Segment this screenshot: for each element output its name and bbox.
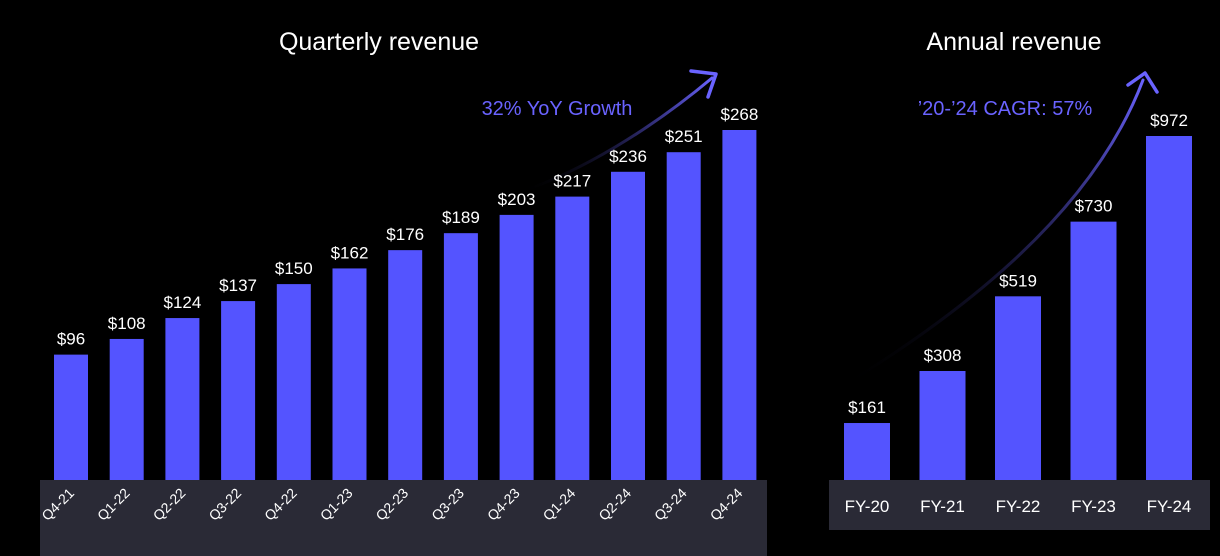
annual-value-label: $972	[1150, 111, 1188, 130]
quarterly-bar-Q1-22	[109, 338, 144, 480]
quarterly-value-label: $150	[275, 259, 313, 278]
quarterly-bar-Q1-23	[332, 268, 367, 480]
quarterly-value-label: $176	[386, 225, 424, 244]
annual-value-label: $161	[848, 398, 886, 417]
quarterly-value-label: $124	[163, 293, 201, 312]
annual-tick-label: FY-20	[845, 497, 890, 516]
quarterly-value-label: $203	[498, 190, 536, 209]
quarterly-value-label: $268	[720, 105, 758, 124]
annual-value-label: $519	[999, 271, 1037, 290]
quarterly-bar-Q4-21	[54, 354, 88, 480]
quarterly-growth-annotation: 32% YoY Growth	[482, 98, 633, 120]
quarterly-value-label: $96	[57, 330, 85, 349]
quarterly-value-labels: $96 $108 $124 $137 $150 $162 $176 $189 $203 $217 $…	[57, 105, 759, 349]
quarterly-value-label: $162	[331, 243, 369, 262]
annual-axis-band	[829, 480, 1210, 530]
quarterly-value-label: $137	[219, 276, 257, 295]
annual-tick-label: FY-23	[1071, 497, 1116, 516]
quarterly-growth-arrowhead	[689, 69, 718, 99]
annual-bar-FY-22	[995, 296, 1041, 480]
quarterly-bar-Q2-24	[611, 171, 645, 480]
annual-growth-arrow	[838, 78, 1145, 390]
annual-tick-label: FY-22	[996, 497, 1041, 516]
quarterly-value-label: $251	[665, 127, 703, 146]
quarterly-bar-Q4-23	[499, 214, 534, 480]
annual-bar-FY-24	[1146, 136, 1192, 480]
quarterly-bar-Q4-24	[722, 130, 757, 480]
quarterly-bar-Q1-24	[555, 196, 590, 480]
annual-bar-FY-23	[1070, 221, 1117, 480]
quarterly-bars	[54, 130, 757, 481]
quarterly-bar-Q2-22	[165, 318, 200, 480]
annual-value-label: $730	[1075, 197, 1113, 216]
quarterly-growth-arrow	[518, 76, 714, 194]
quarterly-bar-Q3-24	[666, 152, 701, 481]
annual-growth-arrowhead	[1126, 71, 1159, 94]
annual-bars	[844, 136, 1192, 480]
annual-value-label: $308	[924, 346, 962, 365]
quarterly-value-label: $236	[609, 147, 647, 166]
annual-bar-FY-21	[919, 370, 966, 480]
annual-chart-title: Annual revenue	[926, 28, 1101, 56]
annual-tick-label: FY-21	[920, 497, 965, 516]
annual-cagr-annotation: ’20-’24 CAGR: 57%	[918, 98, 1093, 120]
quarterly-chart-title: Quarterly revenue	[279, 28, 479, 56]
quarterly-revenue-chart: Quarterly revenue 32% YoY Growth $96 $108…	[38, 28, 767, 556]
quarterly-bar-Q4-22	[276, 284, 311, 480]
quarterly-bar-Q3-23	[443, 233, 478, 480]
quarterly-value-label: $108	[108, 314, 146, 333]
annual-revenue-chart: Annual revenue ’20-’24 CAGR: 57% $161 $30…	[829, 28, 1210, 530]
quarterly-bar-Q3-22	[221, 301, 256, 480]
annual-bar-FY-20	[844, 423, 890, 480]
quarterly-value-label: $217	[553, 172, 591, 191]
annual-tick-labels: FY-20 FY-21 FY-22 FY-23 FY-24	[845, 497, 1192, 516]
annual-tick-label: FY-24	[1147, 497, 1192, 516]
quarterly-axis-band	[40, 480, 767, 556]
annual-value-labels: $161 $308 $519 $730 $972	[848, 111, 1188, 417]
quarterly-value-label: $189	[442, 208, 480, 227]
quarterly-bar-Q2-23	[388, 250, 423, 480]
